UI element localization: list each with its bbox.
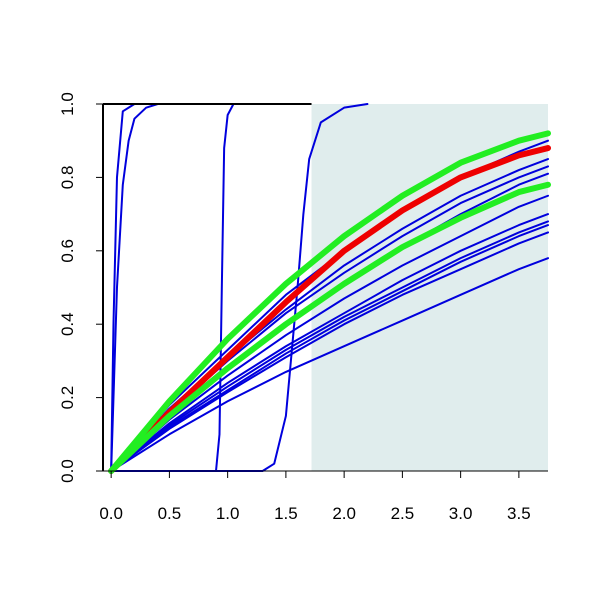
series-line-4-blue [110, 103, 369, 472]
series-line-14-blue [110, 257, 549, 472]
x-tick-label: 0.5 [158, 504, 182, 523]
series-line-15-red [108, 145, 551, 474]
x-tick-label: 1.5 [274, 504, 298, 523]
x-tick-label: 3.5 [507, 504, 531, 523]
y-tick-label: 0.8 [58, 166, 77, 190]
series-line-12-blue [110, 224, 549, 472]
shaded-region-layer [311, 104, 548, 471]
shaded-region [311, 104, 548, 471]
series-line-11-blue [110, 220, 549, 472]
x-tick-label: 2.5 [391, 504, 415, 523]
series-line-9-blue [110, 194, 549, 472]
series-line-16-green [108, 130, 551, 474]
y-tick-label: 0.0 [58, 459, 77, 483]
axis-layer: 0.0 0.5 1.0 1.5 2.0 2.5 3.0 3.5 0.0 0.2 0.4 0.6 0.8 1… [58, 92, 548, 523]
series-line-13-blue [110, 231, 549, 472]
x-tick-label: 0.0 [99, 504, 123, 523]
series-line-10-blue [110, 213, 549, 472]
y-tick-label: 0.2 [58, 386, 77, 410]
y-tick-label: 1.0 [58, 92, 77, 116]
x-tick-label: 1.0 [216, 504, 240, 523]
series-layer [108, 103, 551, 474]
y-tick-label: 0.4 [58, 312, 77, 336]
series-line-3-blue [110, 103, 241, 472]
x-tick-label: 2.0 [332, 504, 356, 523]
series-line-17-green [108, 181, 551, 474]
x-tick-label: 3.0 [449, 504, 473, 523]
y-tick-label: 0.6 [58, 239, 77, 263]
